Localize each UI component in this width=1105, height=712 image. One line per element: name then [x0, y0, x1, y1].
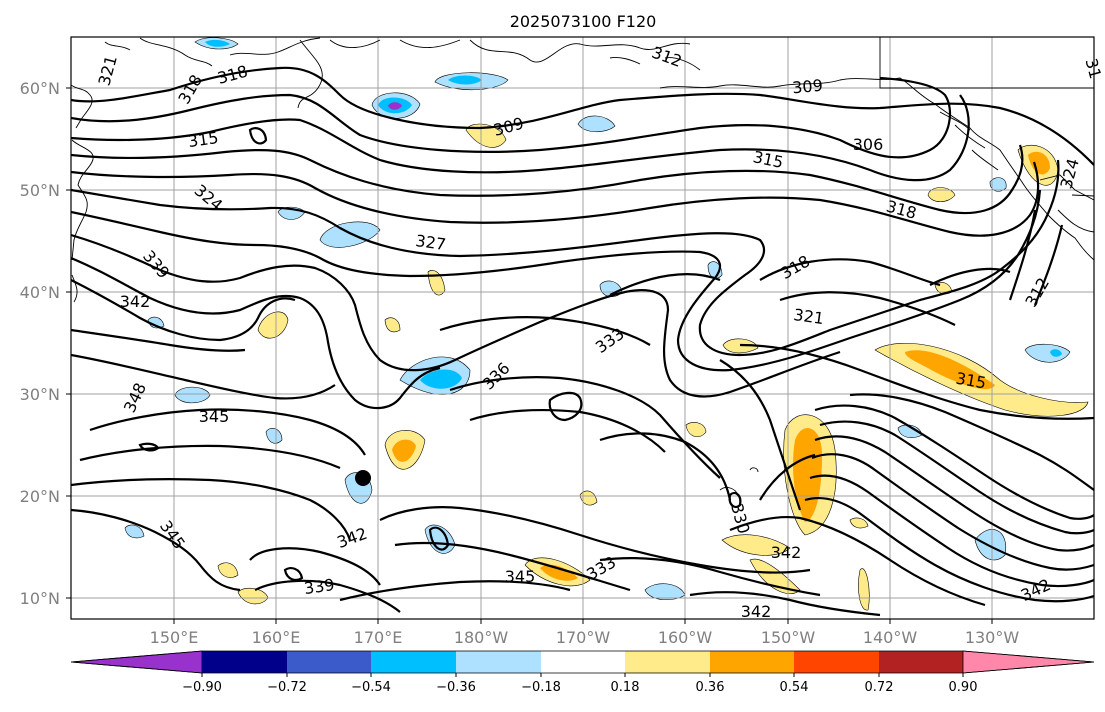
- lon-label: 150°W: [761, 628, 816, 647]
- colorbar-tick-label: 0.36: [696, 680, 725, 695]
- map-title: 2025073100 F120: [510, 12, 657, 31]
- colorbar-tick-label: 0.90: [949, 680, 978, 695]
- axis-ticks: [66, 87, 993, 624]
- colorbar-tick-label: −0.72: [267, 680, 307, 695]
- map-plot-area: [71, 37, 1094, 619]
- colorbar-extend-low: [70, 650, 203, 674]
- lon-label: 160°W: [658, 628, 713, 647]
- contour-label: 339: [303, 575, 336, 598]
- lat-label: 50°N: [20, 181, 60, 200]
- colorbar-segment: [202, 651, 287, 673]
- colorbar-segment: [541, 651, 625, 673]
- contour-label: 327: [414, 231, 447, 254]
- longitude-labels: 150°E 160°E 170°E 180°W 170°W 160°W 150°…: [150, 628, 1020, 647]
- lon-label: 160°E: [252, 628, 301, 647]
- latitude-labels: 60°N 50°N 40°N 30°N 20°N 10°N: [20, 79, 60, 608]
- contour-label: 309: [791, 76, 823, 98]
- lon-label: 130°W: [965, 628, 1020, 647]
- colorbar-segment: [456, 651, 541, 673]
- contour-label: 315: [187, 128, 220, 151]
- colorbar-segment: [794, 651, 879, 673]
- colorbar-segment: [371, 651, 456, 673]
- colorbar-tick-label: −0.54: [351, 680, 391, 695]
- contour-label: 345: [199, 407, 230, 426]
- contour-label: 31: [1082, 56, 1105, 81]
- contour-lines: [71, 66, 1094, 617]
- colorbar-tick-label: −0.18: [521, 680, 561, 695]
- lat-label: 10°N: [20, 589, 60, 608]
- contour-label: 342: [120, 292, 151, 311]
- shaded-anomalies: [124, 37, 1089, 611]
- colorbar-segment: [710, 651, 794, 673]
- colorbar-tick-label: −0.36: [436, 680, 476, 695]
- lon-label: 170°W: [556, 628, 611, 647]
- colorbar-segment: [879, 651, 963, 673]
- contour-label: 321: [792, 305, 825, 328]
- lon-label: 140°W: [863, 628, 918, 647]
- lat-label: 20°N: [20, 487, 60, 506]
- colorbar-tick-label: −0.90: [182, 680, 222, 695]
- colorbar-tick-label: 0.54: [780, 680, 809, 695]
- contour-label: 306: [853, 135, 884, 154]
- graticule: [71, 37, 1094, 619]
- contour-label: 342: [771, 543, 802, 562]
- contour-label: 342: [741, 602, 772, 621]
- colorbar: −0.90 −0.72 −0.54 −0.36 −0.18 0.18 0.36 0.54 0.7…: [70, 650, 1095, 695]
- lon-label: 170°E: [354, 628, 403, 647]
- storm-center-marker: [355, 470, 371, 486]
- lon-label: 180°W: [454, 628, 509, 647]
- colorbar-segment: [625, 651, 710, 673]
- contour-label: 345: [505, 567, 536, 586]
- colorbar-segment: [287, 651, 371, 673]
- colorbar-extend-high: [962, 650, 1095, 674]
- lat-label: 60°N: [20, 79, 60, 98]
- lat-label: 40°N: [20, 283, 60, 302]
- coastlines: [71, 37, 1094, 496]
- colorbar-tick-label: 0.72: [865, 680, 894, 695]
- lon-label: 150°E: [150, 628, 199, 647]
- lat-label: 30°N: [20, 385, 60, 404]
- colorbar-tick-label: 0.18: [611, 680, 640, 695]
